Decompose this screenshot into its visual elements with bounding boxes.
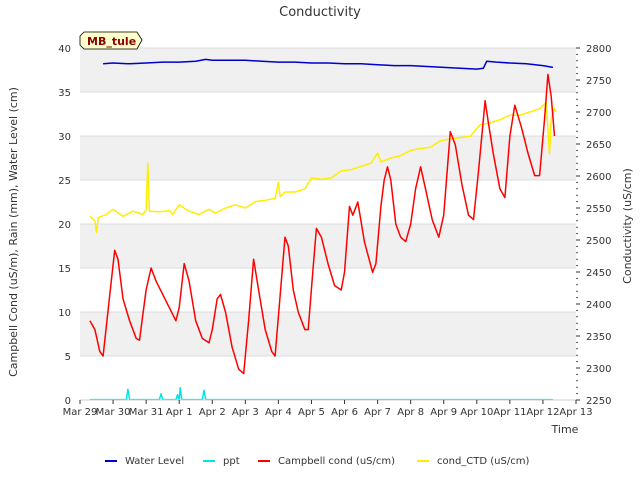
x-tick-label: Apr 1 (166, 407, 193, 418)
legend: Water Level ppt Campbell cond (uS/cm) cond_… (105, 456, 529, 467)
y-tick-label-right: 2650 (586, 140, 611, 151)
series-line-ppt (89, 386, 553, 401)
plot-band (80, 48, 576, 92)
legend-label: Campbell cond (uS/cm) (278, 456, 395, 467)
x-tick-label: Apr 9 (430, 407, 457, 418)
plot-band (80, 136, 576, 180)
series-line-campbell-cond-us-cm (89, 73, 556, 375)
legend-label: Water Level (125, 456, 184, 467)
station-label: MB_tule (87, 35, 136, 48)
x-tick-label: Apr 3 (232, 407, 259, 418)
x-tick-label: Apr 8 (397, 407, 424, 418)
y-axis-right-ticks: 2250 2300 2350 2400 2450 2500 2550 2600 2650 2700… (576, 44, 611, 407)
y-tick-label-right: 2800 (586, 44, 611, 55)
y-tick-label-right: 2600 (586, 172, 611, 183)
series-line-cond-ctd-us-cm (89, 101, 557, 234)
y-tick-label-left: 30 (58, 132, 71, 143)
y-tick-label-right: 2250 (586, 396, 611, 407)
x-tick-label: Apr 11 (493, 407, 526, 418)
legend-label: ppt (223, 456, 240, 467)
x-tick-label: Apr 2 (199, 407, 226, 418)
x-tick-label: Mar 31 (129, 407, 164, 418)
y-tick-label-right: 2300 (586, 364, 611, 375)
plot-band (80, 312, 576, 356)
y-axis-left-ticks: 0 5 10 15 20 25 30 35 40 (58, 44, 71, 407)
y-tick-label-right: 2550 (586, 204, 611, 215)
y-tick-label-left: 35 (58, 88, 71, 99)
chart-title: Conductivity (279, 5, 361, 20)
y-tick-label-right: 2450 (586, 268, 611, 279)
x-tick-label: Mar 29 (63, 407, 98, 418)
x-tick-label: Apr 13 (559, 407, 592, 418)
y-tick-label-left: 10 (58, 308, 71, 319)
x-axis-label: Time (551, 423, 579, 436)
x-tick-label: Apr 6 (331, 407, 358, 418)
series-layer (89, 58, 557, 401)
station-label-frame (79, 31, 143, 50)
y-axis-left-label: Campbell Cond (uS/m), Rain (mm), Water L… (7, 87, 20, 377)
legend-label: cond_CTD (uS/cm) (437, 456, 529, 467)
x-tick-label: Apr 7 (364, 407, 391, 418)
y-tick-label-left: 0 (65, 396, 71, 407)
y-tick-label-right: 2500 (586, 236, 611, 247)
y-tick-label-left: 40 (58, 44, 71, 55)
plot-bands (80, 48, 576, 356)
y-tick-label-left: 25 (58, 176, 71, 187)
y-tick-label-right: 2350 (586, 332, 611, 343)
y-tick-label-right: 2700 (586, 108, 611, 119)
series-line-water-level (103, 58, 554, 70)
gridlines (80, 47, 576, 357)
x-tick-label: Mar 30 (96, 407, 131, 418)
y-axis-right-label: Conductivity (uS/cm) (621, 168, 634, 284)
y-tick-label-left: 20 (58, 220, 71, 231)
station-label-box: MB_tule (79, 31, 143, 50)
x-tick-label: Apr 10 (460, 407, 493, 418)
y-tick-label-left: 15 (58, 264, 71, 275)
y-tick-label-left: 5 (65, 352, 71, 363)
y-tick-label-right: 2750 (586, 76, 611, 87)
x-tick-label: Apr 12 (526, 407, 559, 418)
y-tick-label-right: 2400 (586, 300, 611, 311)
x-tick-label: Apr 5 (298, 407, 325, 418)
x-tick-label: Apr 4 (265, 407, 292, 418)
